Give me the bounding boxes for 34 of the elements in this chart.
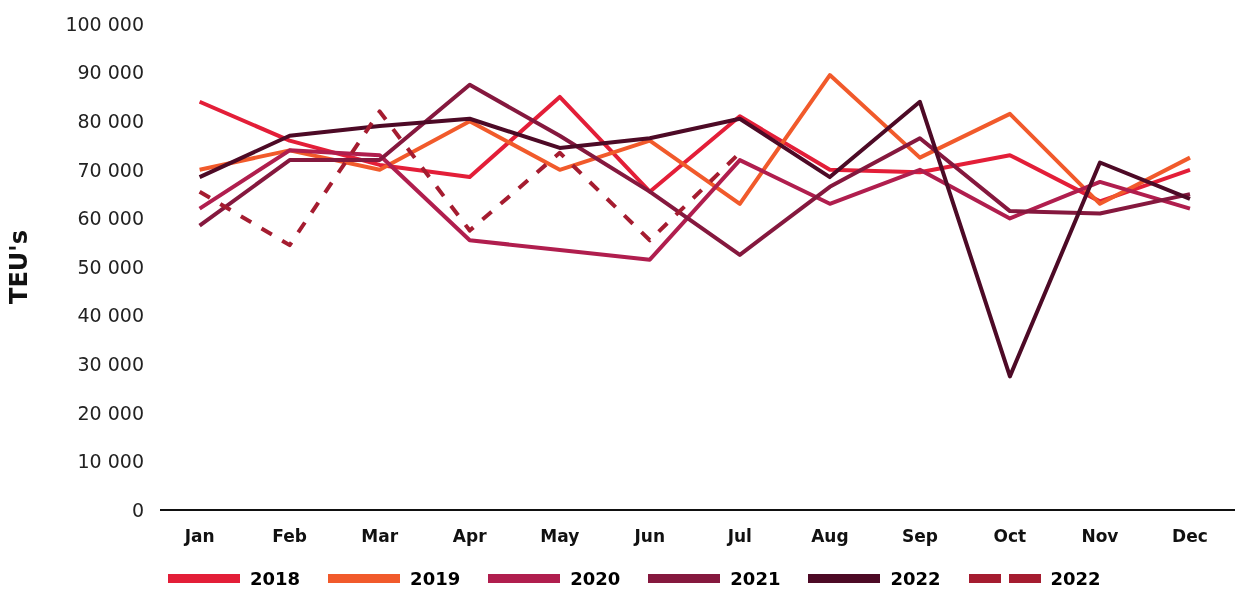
y-tick-label: 90 000	[77, 61, 144, 84]
legend-label: 2022	[1050, 568, 1101, 589]
legend-label: 2020	[570, 568, 621, 589]
x-tick-label: Apr	[452, 526, 488, 547]
legend-label: 2021	[730, 568, 781, 589]
x-tick-label: Jun	[633, 526, 666, 547]
y-tick-label: 70 000	[77, 158, 144, 181]
legend-label: 2022	[890, 568, 941, 589]
legend-label: 2019	[410, 568, 461, 589]
x-tick-label: Feb	[272, 526, 307, 547]
x-tick-label: Oct	[993, 526, 1027, 547]
y-tick-label: 100 000	[65, 12, 144, 35]
x-tick-label: Dec	[1172, 526, 1208, 547]
x-tick-label: May	[540, 526, 580, 547]
y-tick-label: 20 000	[77, 401, 144, 424]
line-series	[197, 99, 1192, 379]
line-series	[197, 73, 1192, 206]
y-tick-label: 10 000	[77, 450, 144, 473]
x-tick-label: Nov	[1081, 526, 1119, 547]
y-axis-title: TEU's	[4, 230, 33, 304]
x-tick-label: Sep	[901, 526, 938, 547]
legend-label: 2018	[250, 568, 301, 589]
x-tick-label: Jan	[183, 526, 215, 547]
y-tick-label: 0	[131, 498, 144, 521]
x-tick-label: Mar	[361, 526, 399, 547]
x-tick-label: Jul	[726, 526, 752, 547]
line-series	[197, 82, 1192, 257]
y-tick-label: 50 000	[77, 255, 144, 278]
y-tick-label: 40 000	[77, 304, 144, 327]
x-tick-label: Aug	[811, 526, 849, 547]
y-tick-label: 60 000	[77, 207, 144, 230]
y-tick-label: 30 000	[77, 352, 144, 375]
line-series	[197, 148, 1192, 262]
y-tick-label: 80 000	[77, 109, 144, 132]
